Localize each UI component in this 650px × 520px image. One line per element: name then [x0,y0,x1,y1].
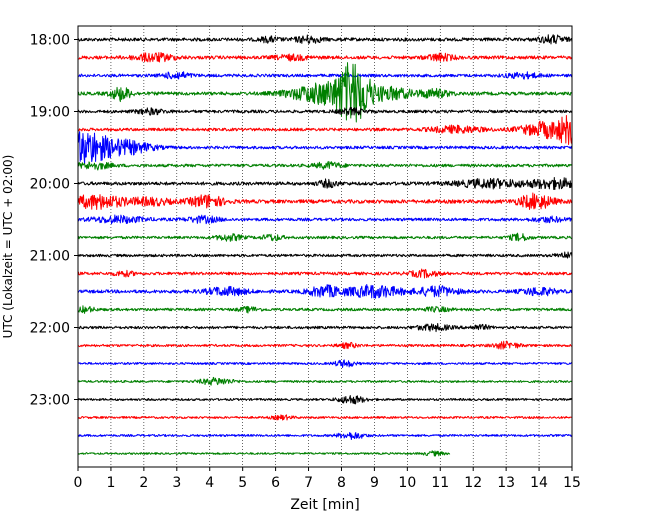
x-axis-label: Zeit [min] [290,497,359,513]
x-tick-label-9: 9 [370,475,379,491]
trace-1815 [77,52,573,63]
x-tick-label-3: 3 [172,475,181,491]
x-tick-label-1: 1 [106,475,115,491]
trace-2315 [77,414,572,421]
x-axis: 0 1 2 3 4 5 6 7 8 9 10 11 12 13 14 15 [74,467,581,491]
x-tick-label-4: 4 [205,475,214,491]
trace-2245 [77,376,573,386]
x-tick-label-0: 0 [74,475,83,491]
y-axis-label: UTC (Lokalzeit = UTC + 02:00) [1,155,15,339]
x-tick-label-2: 2 [139,475,148,491]
y-tick-label: 18:00 [30,33,70,49]
x-tick-label-14: 14 [530,475,548,491]
trace-2330 [77,432,573,441]
x-tick-label-11: 11 [431,475,449,491]
y-tick-label: 22:00 [30,321,70,337]
trace-1830 [77,71,573,80]
x-tick-label-10: 10 [398,475,416,491]
x-tick-label-8: 8 [337,475,346,491]
x-tick-label-6: 6 [271,475,280,491]
trace-2015 [77,192,573,210]
x-tick-label-5: 5 [238,475,247,491]
trace-2100 [77,251,573,259]
y-tick-label: 19:00 [30,105,70,121]
plot-frame [77,25,573,468]
x-tick-label-15: 15 [563,475,581,491]
trace-1945 [77,160,573,171]
x-tick-label-12: 12 [464,475,482,491]
trace-2230 [77,359,573,368]
y-axis: 18:00 19:00 20:00 21:00 22:00 23:00 [30,33,78,409]
trace-2300 [77,395,573,405]
trace-2130 [77,284,573,299]
trace-1845 [77,62,573,123]
trace-group [77,34,573,457]
y-tick-label: 20:00 [30,177,70,193]
trace-1930 [77,131,573,165]
trace-2145 [77,305,573,314]
trace-1900 [77,106,573,116]
trace-1915 [77,115,573,146]
trace-2030 [77,214,573,225]
y-tick-label: 21:00 [30,249,70,265]
y-tick-label: 23:00 [30,393,70,409]
trace-2000 [77,177,573,191]
x-tick-label-13: 13 [497,475,515,491]
trace-2345 [77,450,451,457]
trace-2115 [77,268,573,279]
trace-2045 [77,232,573,242]
trace-2215 [77,340,573,350]
trace-2200 [77,322,573,333]
x-tick-label-7: 7 [304,475,313,491]
trace-1800 [77,34,573,45]
